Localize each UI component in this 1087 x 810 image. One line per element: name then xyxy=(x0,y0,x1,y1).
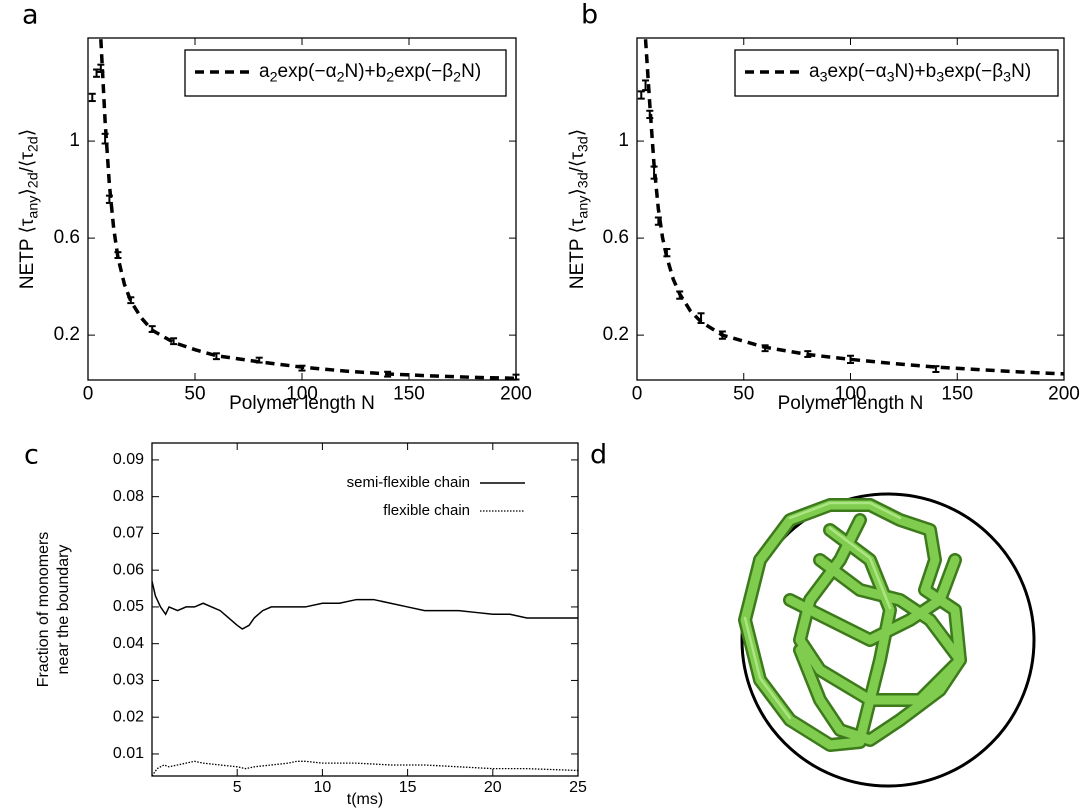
y-tick-label: 0.2 xyxy=(603,324,629,345)
y-axis-label: near the boundary xyxy=(55,545,72,675)
x-tick-label: 0 xyxy=(632,383,643,404)
y-tick-label: 0.05 xyxy=(113,598,144,615)
x-tick-label: 50 xyxy=(184,383,205,404)
legend-label: a2exp(−α2N)+b2exp(−β2N) xyxy=(259,61,481,85)
data-line xyxy=(152,760,578,776)
x-tick-label: 20 xyxy=(484,779,502,796)
legend-label-part: N)+b xyxy=(895,61,937,82)
legend-label-part: semi-flexible chain xyxy=(347,474,470,491)
legend-label-part: 2 xyxy=(386,69,394,85)
legend-label-part: N) xyxy=(461,61,481,82)
y-axis-label-part: ⟩ xyxy=(17,188,38,195)
y-axis-label-part: any xyxy=(575,195,591,219)
y-tick-label: 1 xyxy=(618,130,629,151)
x-axis-label: Polymer length N xyxy=(229,393,375,414)
legend-label-part: 3 xyxy=(887,69,895,85)
x-tick-label: 200 xyxy=(1048,383,1080,404)
legend-label-part: 3 xyxy=(820,69,828,85)
x-axis-label: Polymer length N xyxy=(778,393,924,414)
error-bar xyxy=(88,92,96,103)
y-tick-label: 0.01 xyxy=(113,745,144,762)
y-tick-label: 0.07 xyxy=(113,525,144,542)
y-tick-label: 0.08 xyxy=(113,488,144,505)
y-tick-label: 0.06 xyxy=(113,561,144,578)
legend-label: a3exp(−α3N)+b3exp(−β3N) xyxy=(809,61,1031,85)
y-tick-label: 0.03 xyxy=(113,672,144,689)
y-axis-label-part: NETP ⟨τ xyxy=(567,218,588,289)
y-axis-label-part: ⟩ xyxy=(567,129,588,136)
y-axis-label-part: 2d xyxy=(25,136,41,152)
legend-label-part: N)+b xyxy=(345,61,387,82)
x-tick-label: 100 xyxy=(286,383,318,404)
legend-label-part: a xyxy=(259,61,270,82)
legend-label-part: a xyxy=(809,61,820,82)
y-axis-label-part: 3d xyxy=(575,172,591,188)
error-bar xyxy=(847,354,854,365)
y-axis-label-part: ⟩ xyxy=(17,129,38,136)
data-line xyxy=(152,581,578,630)
legend-label-part: flexible chain xyxy=(383,502,470,519)
y-axis-label-part: 2d xyxy=(25,172,41,188)
legend-label-part: 3 xyxy=(936,69,944,85)
x-tick-label: 25 xyxy=(569,779,587,796)
x-tick-label: 200 xyxy=(500,383,532,404)
x-tick-label: 100 xyxy=(835,383,867,404)
y-axis-label-part: NETP ⟨τ xyxy=(17,218,38,289)
y-axis-label: NETP ⟨τany⟩2d/⟨τ2d⟩ xyxy=(17,129,41,289)
legend-label-part: 2 xyxy=(453,69,461,85)
legend-label-part: N) xyxy=(1011,61,1031,82)
x-tick-label: 150 xyxy=(941,383,973,404)
legend-label-part: 3 xyxy=(1003,69,1011,85)
legend-label-part: exp(−α xyxy=(278,61,337,82)
polymer-illustration xyxy=(738,492,1036,788)
panel-label: a xyxy=(22,0,39,31)
y-axis-label-part: /⟨τ xyxy=(567,152,588,173)
x-tick-label: 50 xyxy=(733,383,754,404)
x-tick-label: 0 xyxy=(83,383,94,404)
legend-frame xyxy=(184,49,507,97)
y-axis-label-part: ⟩ xyxy=(567,188,588,195)
legend-label-part: 2 xyxy=(337,69,345,85)
data-line xyxy=(99,39,516,380)
legend-label: flexible chain xyxy=(383,502,470,519)
y-tick-label: 1 xyxy=(69,130,80,151)
y-tick-label: 0.02 xyxy=(113,708,144,725)
y-axis-label-part: any xyxy=(25,195,41,219)
x-tick-label: 150 xyxy=(393,383,425,404)
legend-label-part: 2 xyxy=(270,69,278,85)
x-tick-label: 15 xyxy=(399,779,417,796)
legend-frame xyxy=(734,49,1059,97)
plot-frame xyxy=(151,442,579,777)
y-tick-label: 0.2 xyxy=(54,324,80,345)
x-tick-label: 10 xyxy=(314,779,332,796)
y-axis-label-part: 3d xyxy=(575,136,591,152)
error-bar xyxy=(93,68,101,78)
legend-label-part: exp(−β xyxy=(944,61,1003,82)
panel-label: b xyxy=(581,0,598,31)
y-axis-label: Fraction of monomers xyxy=(35,532,52,688)
x-axis-label: t(ms) xyxy=(347,791,383,808)
y-tick-label: 0.09 xyxy=(113,451,144,468)
y-tick-label: 0.6 xyxy=(54,227,80,248)
panel-label: d xyxy=(590,440,607,471)
legend-label-part: exp(−β xyxy=(394,61,453,82)
y-tick-label: 0.6 xyxy=(603,227,629,248)
data-line xyxy=(643,39,1064,376)
legend-label-part: exp(−α xyxy=(828,61,887,82)
error-bar xyxy=(637,90,645,100)
y-tick-label: 0.04 xyxy=(113,635,144,652)
panel-label: c xyxy=(24,440,39,471)
y-axis-label: NETP ⟨τany⟩3d/⟨τ3d⟩ xyxy=(567,129,591,289)
x-tick-label: 5 xyxy=(233,779,242,796)
error-bar xyxy=(170,337,178,346)
legend-label: semi-flexible chain xyxy=(347,474,470,491)
y-axis-label-part: /⟨τ xyxy=(17,152,38,173)
